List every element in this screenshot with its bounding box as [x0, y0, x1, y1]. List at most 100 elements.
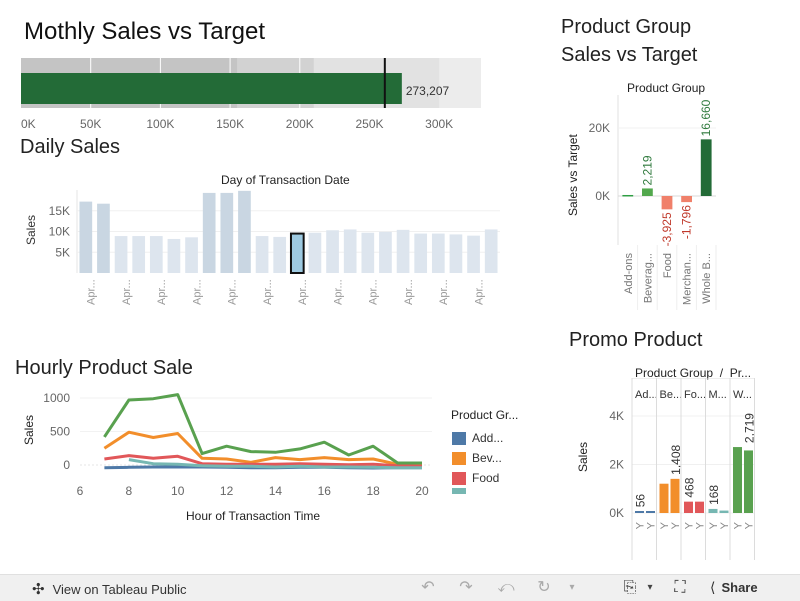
- daily-bar: [396, 229, 410, 273]
- promo-x-tick: Y: [670, 521, 682, 529]
- pg-x-tick: Beverag...: [642, 253, 654, 303]
- daily-bar: [484, 229, 498, 273]
- promo-col-header: M...: [709, 389, 727, 401]
- hourly-y-tick: 0: [63, 458, 70, 472]
- pg-bar: [622, 194, 634, 197]
- hourly-y-tick: 1000: [43, 391, 70, 405]
- pg-bar: [642, 188, 653, 196]
- daily-bar: [308, 232, 322, 273]
- promo-x-tick: Y: [684, 521, 696, 529]
- daily-bar: [273, 236, 287, 273]
- pg-header: Product Group: [627, 81, 706, 95]
- hourly-series-line: [103, 393, 422, 465]
- hourly-x-tick: 6: [77, 484, 84, 498]
- view-on-tableau-link[interactable]: ✣ View on Tableau Public: [32, 580, 187, 598]
- monthly-bullet-chart: 273,207 0K 50K 100K 150K 200K 250K 300K: [21, 58, 481, 131]
- legend-swatch: [452, 451, 466, 465]
- daily-x-tick: Apr...: [156, 279, 168, 305]
- daily-x-tick: Apr...: [86, 279, 98, 305]
- legend-swatch: [452, 431, 466, 445]
- promo-x-tick: Y: [659, 521, 671, 529]
- promo-bar: [733, 447, 742, 513]
- hourly-y-tick: 500: [50, 425, 70, 439]
- refresh-icon[interactable]: ↻: [537, 579, 551, 596]
- tableau-logo-icon: ✣: [32, 581, 45, 598]
- hourly-x-tick: 18: [366, 484, 380, 498]
- pg-data-label: -1,796: [680, 205, 694, 239]
- promo-col-header: Be...: [660, 389, 683, 401]
- legend-label: Add...: [472, 431, 504, 445]
- promo-bar: [695, 501, 704, 513]
- share-icon: ⟨: [710, 579, 716, 595]
- promo-x-tick: Y: [695, 521, 707, 529]
- hourly-xlabel: Hour of Transaction Time: [186, 509, 321, 523]
- promo-col-header: Ad...: [635, 389, 658, 401]
- pg-y-tick: 20K: [589, 121, 610, 135]
- daily-bar: [238, 190, 251, 273]
- promo-bar: [744, 450, 753, 513]
- hourly-x-tick: 16: [318, 484, 332, 498]
- daily-y-tick: 10K: [49, 225, 70, 239]
- promo-header: Product Group / Pr...: [635, 366, 752, 380]
- pg-data-label: -3,925: [660, 212, 674, 246]
- fullscreen-icon[interactable]: ⛶: [674, 579, 686, 596]
- hourly-x-tick: 20: [415, 484, 429, 498]
- undo-icon[interactable]: ↶: [421, 579, 435, 596]
- daily-bar: [326, 230, 339, 273]
- promo-data-label: 1,408: [669, 445, 683, 475]
- monthly-title: Mothly Sales vs Target: [24, 18, 265, 45]
- download-chevron-icon[interactable]: ▾: [647, 582, 653, 593]
- daily-x-tick: Apr...: [121, 279, 133, 305]
- pg-x-tick: Food: [662, 253, 674, 278]
- hourly-legend-title: Product Gr...: [451, 408, 519, 422]
- pg-data-label: 16,660: [699, 99, 713, 136]
- daily-bar: [97, 203, 110, 273]
- hourly-series-line: [128, 458, 422, 470]
- daily-bar: [449, 234, 463, 273]
- share-button[interactable]: ⟨ Share: [710, 579, 758, 596]
- daily-header: Day of Transaction Date: [221, 173, 350, 187]
- revert-icon[interactable]: ⤺: [497, 579, 515, 596]
- daily-bar: [220, 192, 234, 273]
- hourly-series-line: [103, 430, 422, 466]
- daily-bar: [132, 236, 146, 273]
- legend-item[interactable]: Add...: [452, 428, 532, 448]
- monthly-tick-label: 100K: [146, 117, 174, 131]
- daily-bar: [431, 233, 445, 273]
- daily-y-tick: 5K: [55, 245, 70, 259]
- daily-title: Daily Sales: [20, 136, 121, 158]
- daily-x-tick: Apr...: [403, 279, 415, 305]
- redo-icon[interactable]: ↷: [459, 579, 473, 596]
- promo-col-header: W...: [733, 389, 752, 401]
- pg-title-line2: Sales vs Target: [561, 44, 698, 66]
- monthly-bar: [21, 73, 402, 104]
- daily-bar: [167, 238, 181, 273]
- promo-x-tick: Y: [646, 521, 658, 529]
- hourly-x-tick: 8: [126, 484, 133, 498]
- daily-bar: [467, 235, 480, 273]
- promo-col-header: Fo...: [684, 389, 706, 401]
- download-icon[interactable]: ⎘: [623, 579, 637, 596]
- daily-bar: [149, 236, 163, 273]
- promo-bar: [646, 511, 655, 513]
- hourly-series-line: [104, 454, 423, 468]
- legend-item[interactable]: Bev...: [452, 448, 532, 468]
- monthly-value-label: 273,207: [406, 84, 450, 98]
- daily-bar: [255, 236, 269, 273]
- chevron-down-icon[interactable]: ▾: [569, 582, 575, 593]
- daily-x-tick: Apr...: [262, 279, 274, 305]
- promo-title: Promo Product: [569, 329, 703, 351]
- daily-bar: [114, 236, 128, 273]
- legend-item[interactable]: Food: [452, 468, 532, 488]
- monthly-tick-label: 250K: [355, 117, 383, 131]
- promo-bar: [635, 511, 644, 513]
- daily-bar: [361, 232, 375, 273]
- legend-label: Bev...: [472, 451, 502, 465]
- promo-data-label: 2,719: [743, 413, 757, 443]
- tableau-toolbar: ✣ View on Tableau Public ↶ ↷ ⤺ ↻ ▾ ⎘ ▾ ⛶…: [0, 574, 800, 601]
- legend-item[interactable]: ...: [452, 488, 532, 494]
- daily-bar: [414, 233, 428, 273]
- pg-bar: [681, 196, 692, 203]
- daily-bar: [343, 229, 357, 273]
